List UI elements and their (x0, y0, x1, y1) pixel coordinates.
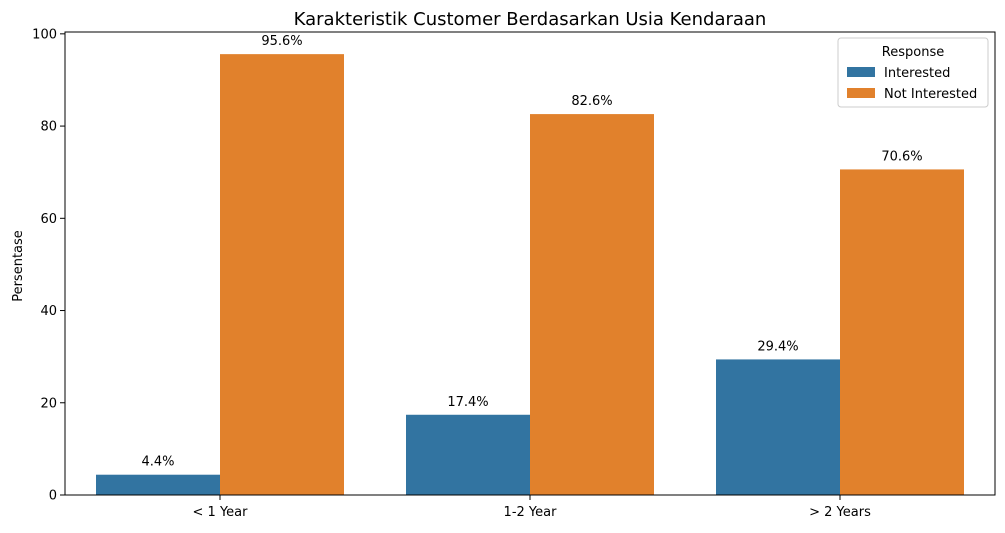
legend-label-not-interested: Not Interested (884, 87, 977, 102)
y-tick-label: 40 (40, 304, 57, 319)
y-tick-label: 100 (32, 27, 57, 42)
legend-label-interested: Interested (884, 66, 950, 81)
chart-title: Karakteristik Customer Berdasarkan Usia … (294, 9, 767, 30)
bar-label-interested-1-year: 4.4% (141, 455, 174, 470)
bar-not-interested-2-years (840, 169, 964, 495)
y-axis-ticks: 0 20 40 60 80 100 (32, 27, 65, 504)
y-axis-label: Persentase (11, 230, 26, 302)
y-tick-label: 0 (49, 489, 57, 504)
bar-label-interested-2-years: 29.4% (757, 339, 798, 354)
y-tick-label: 20 (40, 396, 57, 411)
bar-label-not-interested-1-year: 95.6% (261, 34, 302, 49)
y-tick-label: 60 (40, 212, 57, 227)
bar-not-interested-1-2-year (530, 114, 654, 495)
plot-frame (64, 31, 996, 496)
legend-swatch-interested (847, 67, 875, 77)
bar-labels-layer: 4.4% 17.4% 29.4% 95.6% 82.6% 70.6% (141, 34, 922, 470)
x-tick-label-1-2-year: 1-2 Year (504, 505, 558, 520)
x-tick-label-2-years: > 2 Years (809, 505, 871, 520)
legend-box (837, 37, 989, 108)
legend-swatch-not-interested (847, 88, 875, 98)
legend: Response Interested Not Interested (837, 37, 989, 108)
x-axis-ticks: < 1 Year 1-2 Year > 2 Years (193, 495, 871, 520)
legend-title: Response (882, 45, 944, 60)
bar-not-interested-1-year (220, 54, 344, 495)
bar-label-interested-1-2-year: 17.4% (447, 395, 488, 410)
bar-interested-1-2-year (406, 414, 530, 495)
y-tick-label: 80 (40, 120, 57, 135)
bar-interested-2-years (716, 359, 840, 495)
bar-label-not-interested-1-2-year: 82.6% (571, 94, 612, 109)
bar-interested-1-year (96, 474, 220, 495)
bar-label-not-interested-2-years: 70.6% (881, 149, 922, 164)
x-tick-label-1-year: < 1 Year (193, 505, 249, 520)
bars-layer (96, 54, 964, 495)
